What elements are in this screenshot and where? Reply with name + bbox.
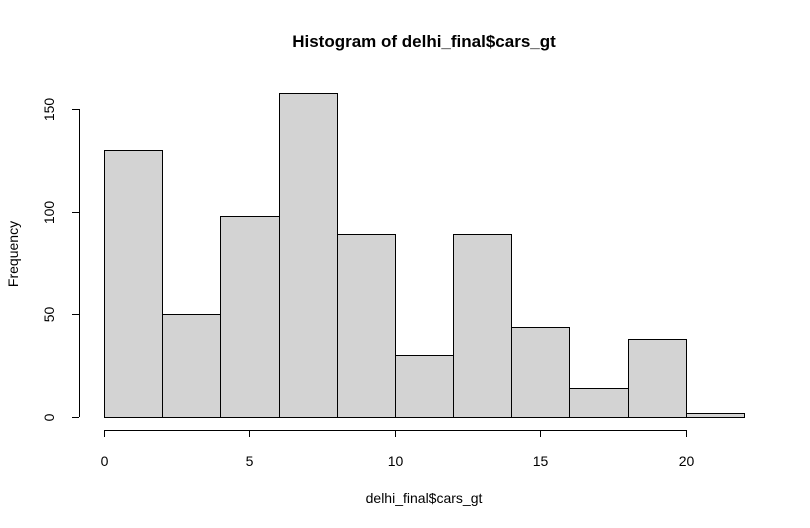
x-tick-label-2: 10: [388, 453, 404, 469]
histogram-bar-3: [279, 93, 338, 418]
y-tick-label-1: 50: [41, 307, 57, 323]
histogram-bar-1: [162, 314, 221, 418]
histogram-bar-6: [453, 234, 512, 418]
y-tick-label-3: 150: [41, 98, 57, 122]
histogram-bars: [104, 93, 745, 418]
x-axis: 0 5 10 15 20: [101, 430, 695, 469]
histogram-bar-7: [511, 327, 570, 418]
x-tick-label-4: 20: [679, 453, 695, 469]
x-tick-label-0: 0: [101, 453, 109, 469]
histogram-bar-8: [569, 388, 629, 418]
y-tick-label-0: 0: [41, 413, 57, 421]
histogram-bar-2: [220, 216, 280, 418]
histogram-bar-10: [686, 413, 745, 418]
histogram-bar-0: [104, 150, 163, 418]
x-axis-label: delhi_final$cars_gt: [366, 490, 483, 506]
y-axis-label: Frequency: [5, 221, 21, 287]
histogram-bar-9: [628, 339, 687, 418]
histogram-bar-4: [337, 234, 396, 418]
histogram-bar-5: [395, 355, 454, 418]
x-tick-label-1: 5: [246, 453, 254, 469]
y-tick-label-2: 100: [41, 201, 57, 225]
x-tick-label-3: 15: [533, 453, 549, 469]
chart-title: Histogram of delhi_final$cars_gt: [292, 32, 556, 51]
y-axis: 0 50 100 150: [41, 98, 80, 421]
